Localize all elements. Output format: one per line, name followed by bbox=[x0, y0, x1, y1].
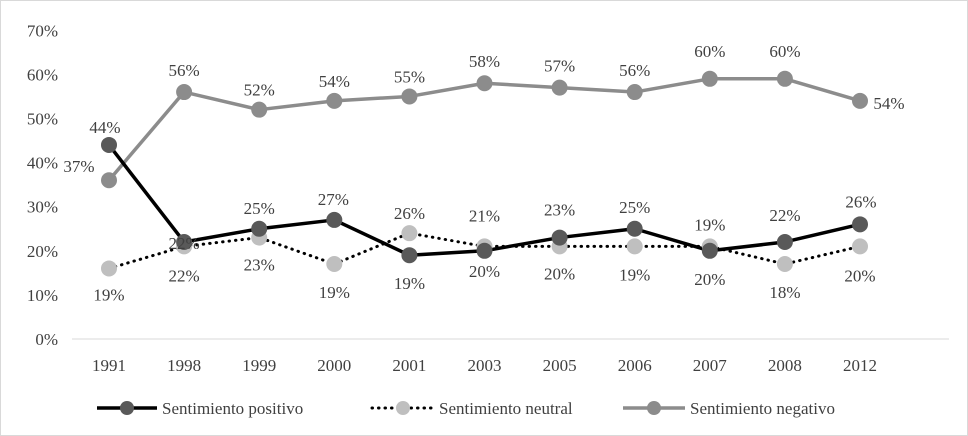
series-0-data-label: 20% bbox=[694, 270, 725, 289]
series-line-2 bbox=[107, 77, 861, 182]
x-tick-label: 1998 bbox=[167, 356, 201, 375]
x-tick-label: 2012 bbox=[843, 356, 877, 375]
series-1-data-label: 21% bbox=[469, 206, 500, 225]
series-0-point bbox=[626, 220, 643, 237]
y-tick-label: 10% bbox=[27, 286, 58, 305]
series-1-point bbox=[776, 256, 793, 273]
series-0-point bbox=[251, 220, 268, 237]
legend-label: Sentimiento negativo bbox=[690, 399, 835, 418]
series-0-data-label: 22% bbox=[769, 206, 800, 225]
series-0-data-label: 25% bbox=[244, 199, 275, 218]
series-2-data-label: 56% bbox=[169, 61, 200, 80]
series-2-data-label: 56% bbox=[619, 61, 650, 80]
series-1-data-label: 20% bbox=[544, 264, 575, 283]
x-tick-label: 2008 bbox=[768, 356, 802, 375]
x-tick-label: 2000 bbox=[317, 356, 351, 375]
series-0-data-label: 44% bbox=[89, 118, 120, 137]
x-tick-label: 1991 bbox=[92, 356, 126, 375]
legend-marker-0 bbox=[120, 401, 134, 415]
series-0-data-label: 19% bbox=[394, 274, 425, 293]
series-1-data-label: 19% bbox=[619, 265, 650, 284]
series-1-data-label: 22% bbox=[169, 266, 200, 285]
x-tick-label: 2005 bbox=[543, 356, 577, 375]
series-0-point bbox=[852, 216, 868, 233]
y-tick-label: 20% bbox=[27, 242, 58, 261]
series-2-point bbox=[551, 79, 568, 96]
series-2-point bbox=[776, 70, 793, 87]
series-2-point bbox=[401, 88, 418, 105]
series-2-point bbox=[626, 84, 643, 101]
legend-label: Sentimiento positivo bbox=[162, 399, 303, 418]
series-0-point bbox=[326, 211, 343, 228]
series-1-data-label: 23% bbox=[244, 256, 275, 275]
x-tick-label: 2006 bbox=[618, 356, 652, 375]
series-2-point bbox=[476, 75, 493, 92]
y-tick-label: 0% bbox=[35, 330, 58, 349]
series-0-point bbox=[551, 229, 568, 246]
series-1-data-label: 19% bbox=[694, 215, 725, 234]
series-2-data-label: 55% bbox=[394, 67, 425, 86]
series-2-point bbox=[326, 92, 343, 109]
series-1-point bbox=[101, 260, 117, 277]
series-0-point bbox=[701, 242, 718, 259]
y-tick-label: 60% bbox=[27, 65, 58, 84]
series-2-data-label: 52% bbox=[244, 81, 275, 100]
x-tick-label: 2003 bbox=[468, 356, 502, 375]
series-2-point bbox=[251, 101, 268, 118]
legend-label: Sentimiento neutral bbox=[439, 399, 573, 418]
legend-marker-2 bbox=[647, 401, 661, 415]
series-0-data-label: 22% bbox=[169, 234, 200, 253]
series-2-data-label: 54% bbox=[873, 94, 904, 113]
series-2-point bbox=[101, 172, 117, 189]
series-2-data-label: 60% bbox=[694, 42, 725, 61]
series-1-point bbox=[326, 256, 343, 273]
series-0-data-label: 20% bbox=[469, 262, 500, 281]
series-1-data-label: 20% bbox=[844, 266, 875, 285]
series-2-data-label: 37% bbox=[63, 157, 94, 176]
series-1-data-label: 26% bbox=[394, 204, 425, 223]
series-0-point bbox=[776, 233, 793, 250]
series-0-point bbox=[101, 136, 117, 153]
series-2-point bbox=[701, 70, 718, 87]
series-0-data-label: 26% bbox=[845, 192, 876, 211]
series-0-point bbox=[401, 247, 418, 264]
y-tick-label: 50% bbox=[27, 110, 58, 129]
y-tick-label: 30% bbox=[27, 198, 58, 217]
series-1-point bbox=[401, 225, 418, 242]
series-0-point bbox=[176, 233, 193, 250]
series-1-data-label: 18% bbox=[769, 283, 800, 302]
x-tick-label: 1999 bbox=[242, 356, 276, 375]
series-0-data-label: 27% bbox=[318, 190, 349, 209]
series-1-data-label: 19% bbox=[319, 283, 350, 302]
series-0-data-label: 23% bbox=[544, 201, 575, 220]
x-tick-label: 2007 bbox=[693, 356, 728, 375]
series-2-point bbox=[176, 84, 193, 101]
legend-marker-1 bbox=[396, 401, 410, 415]
series-1-point bbox=[852, 238, 868, 255]
series-2-point bbox=[852, 92, 868, 109]
series-0-point bbox=[476, 242, 493, 259]
y-tick-label: 40% bbox=[27, 154, 58, 173]
series-0-data-label: 25% bbox=[619, 198, 650, 217]
y-tick-label: 70% bbox=[27, 21, 58, 40]
series-2-data-label: 54% bbox=[319, 72, 350, 91]
x-tick-label: 2001 bbox=[392, 356, 426, 375]
series-1-point bbox=[626, 238, 643, 255]
series-1-data-label: 19% bbox=[93, 285, 124, 304]
series-2-data-label: 60% bbox=[769, 42, 800, 61]
series-2-data-label: 58% bbox=[469, 52, 500, 71]
series-2-data-label: 57% bbox=[544, 57, 575, 76]
